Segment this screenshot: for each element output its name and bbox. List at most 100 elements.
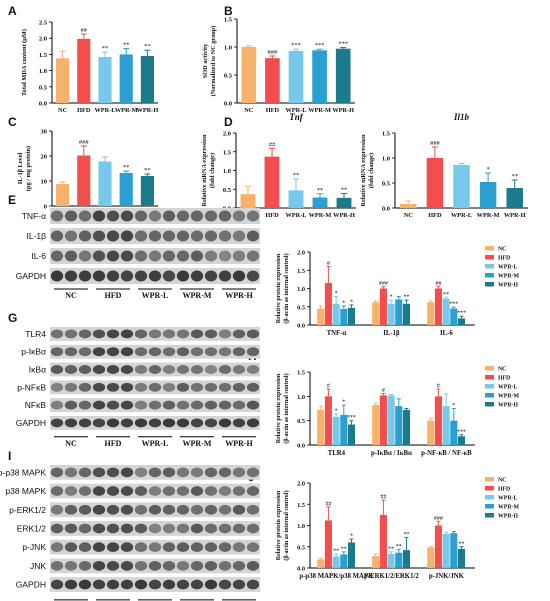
group-label: WPR-H <box>225 439 253 448</box>
blot-band <box>64 230 78 242</box>
y-tick-label: 30 <box>41 129 48 136</box>
blot-band <box>190 542 204 553</box>
blot-band <box>106 230 120 242</box>
bar <box>324 283 332 325</box>
blot-band <box>64 270 78 282</box>
bar <box>317 559 325 568</box>
blot-band <box>246 400 260 410</box>
blot-band <box>176 542 190 553</box>
x-tick-label: WPR-H <box>333 212 355 219</box>
blot-band <box>176 365 190 374</box>
legend-swatch <box>485 495 494 500</box>
bar <box>317 409 325 445</box>
x-tick-label: p-ERK1/2/ERK1/2 <box>364 573 419 580</box>
blot-band <box>134 418 148 428</box>
blot-band <box>190 230 204 242</box>
blot-band <box>190 418 204 428</box>
y-axis-label: (β-actin as internal control) <box>283 490 290 560</box>
blot-band <box>218 400 232 410</box>
blot-band <box>50 504 64 515</box>
blot-band <box>204 230 218 242</box>
significance-label: ** <box>123 42 130 49</box>
blot-band <box>64 347 78 357</box>
significance-label: ** <box>459 541 465 547</box>
blot-band <box>134 329 148 339</box>
blot-band <box>148 418 162 428</box>
bar <box>434 525 442 568</box>
blot-band <box>232 504 246 515</box>
bar <box>240 194 256 208</box>
blot-band <box>190 560 204 571</box>
blot-band <box>162 400 176 410</box>
blot-band <box>162 329 176 339</box>
group-label: HFD <box>105 291 122 300</box>
blot-band <box>204 542 218 553</box>
blot-band <box>120 210 134 222</box>
blot-band <box>218 504 232 515</box>
blot-band <box>162 523 176 534</box>
blot-band <box>232 365 246 374</box>
panel-letter: C <box>8 115 17 129</box>
blot-band <box>176 329 190 339</box>
bar <box>372 556 380 568</box>
y-axis-label: (Normalized to NC group) <box>210 26 217 97</box>
blot-band <box>148 329 162 339</box>
y-axis-label: Relative protein expression <box>276 253 282 323</box>
legend-label: HFD <box>498 256 510 262</box>
bar <box>264 156 280 208</box>
significance-label: *** <box>449 302 458 308</box>
blot-row-label: p-p38 MAPK <box>0 467 46 477</box>
significance-label: *** <box>315 42 325 49</box>
blot-band <box>218 365 232 374</box>
legend-label: NC <box>498 367 506 373</box>
significance-label: ### <box>79 139 90 146</box>
significance-label: * <box>350 299 353 305</box>
blot-band <box>148 382 162 392</box>
blot-band <box>218 486 232 496</box>
blot-band <box>246 230 260 242</box>
blot-band <box>148 400 162 410</box>
blot-band <box>64 210 78 222</box>
y-axis-label: Total MDA content (µM) <box>21 29 28 96</box>
blot-band <box>204 579 218 590</box>
blot-band <box>50 382 64 392</box>
x-tick-label: NC <box>404 212 414 219</box>
blot-band <box>204 523 218 534</box>
blot-band <box>190 270 204 282</box>
blot-band <box>162 467 176 478</box>
blot-row-label: TLR4 <box>25 329 46 339</box>
bar <box>372 405 380 445</box>
chart-title: Il1b <box>453 112 470 122</box>
blot-band <box>162 347 176 357</box>
y-tick-label: 0.5 <box>224 73 233 80</box>
blot-band <box>162 270 176 282</box>
bar <box>387 395 395 445</box>
blot-band <box>78 504 92 515</box>
bar <box>340 308 348 325</box>
blot-row-label: GAPDH <box>16 271 46 281</box>
legend-swatch <box>485 273 494 278</box>
blot-band <box>106 347 120 357</box>
blot-row-label: ERK1/2 <box>17 523 47 533</box>
legend-label: NC <box>498 247 506 253</box>
legend-label: WPR-H <box>498 514 518 520</box>
blot-band <box>64 579 78 590</box>
blot-band <box>176 504 190 515</box>
blot-band <box>204 560 218 571</box>
bar <box>457 318 466 325</box>
y-axis-label: Relative mRNA expression <box>201 134 208 206</box>
blot-band <box>148 365 162 374</box>
blot-band <box>92 329 106 339</box>
y-tick-label: 0.5 <box>223 187 232 194</box>
blot-band <box>176 230 190 242</box>
bar <box>453 165 470 208</box>
bar <box>347 542 356 568</box>
blot-band <box>246 579 260 590</box>
blot-band <box>64 365 78 374</box>
x-tick-label: NC <box>244 107 254 114</box>
y-tick-label: 1.0 <box>224 45 232 52</box>
blot-band <box>120 382 134 392</box>
blot-band <box>64 400 78 410</box>
blot-band <box>190 365 204 374</box>
blot-band <box>106 365 120 374</box>
